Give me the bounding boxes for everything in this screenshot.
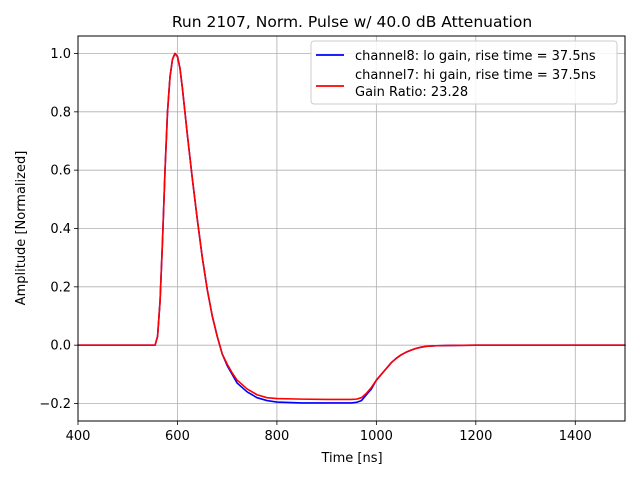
x-tick-label: 600 (165, 429, 190, 444)
x-tick-label: 400 (66, 429, 91, 444)
legend-label-channel7: channel7: hi gain, rise time = 37.5ns (355, 68, 596, 83)
x-tick-label: 1200 (459, 429, 492, 444)
y-tick-label: 0.4 (50, 222, 71, 237)
chart-title: Run 2107, Norm. Pulse w/ 40.0 dB Attenua… (172, 13, 532, 31)
y-tick-label: 0.2 (50, 280, 71, 295)
x-axis-label: Time [ns] (320, 451, 382, 466)
y-tick-label: 0.0 (50, 339, 71, 354)
x-tick-label: 800 (264, 429, 289, 444)
y-tick-label: −0.2 (39, 397, 71, 412)
y-tick-label: 0.6 (50, 164, 71, 179)
legend-box (310, 40, 618, 105)
x-tick-label: 1000 (360, 429, 393, 444)
y-tick-label: 1.0 (50, 47, 71, 62)
legend-label-channel8: channel8: lo gain, rise time = 37.5ns (355, 49, 596, 64)
series-lines (77, 52, 626, 404)
y-axis-label: Amplitude [Normalized] (14, 151, 29, 306)
axis-ticks: 400 600 800 1000 1200 1400 −0.2 0.0 0.2 0.4 0.6 0.8… (39, 47, 591, 444)
y-tick-label: 0.8 (50, 105, 71, 120)
series-line-channel7 (77, 52, 626, 401)
legend-gain-ratio: Gain Ratio: 23.28 (355, 85, 468, 100)
legend: channel8: lo gain, rise time = 37.5ns ch… (310, 40, 618, 105)
x-tick-label: 1400 (559, 429, 592, 444)
grid (77, 36, 625, 421)
